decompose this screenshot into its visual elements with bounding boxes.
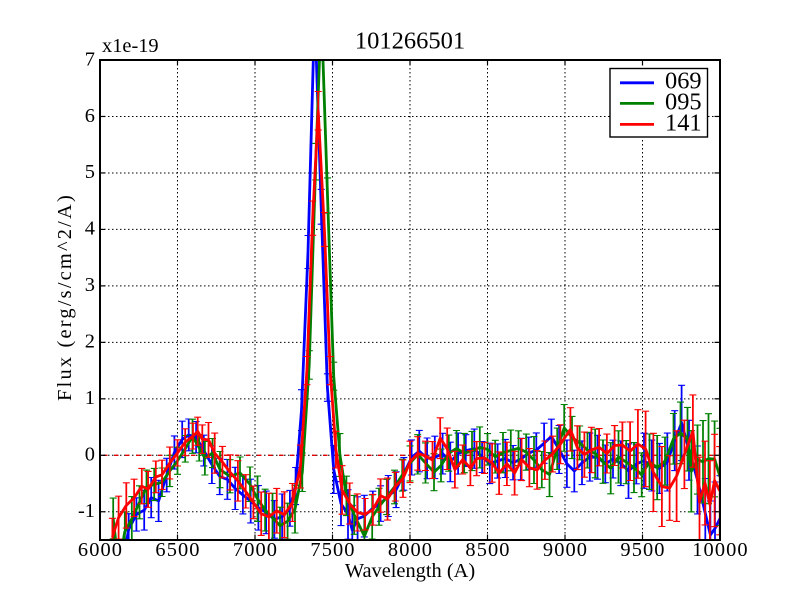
svg-text:0: 0 xyxy=(85,444,95,466)
svg-text:7: 7 xyxy=(85,48,95,70)
svg-text:1: 1 xyxy=(85,387,95,409)
svg-text:095: 095 xyxy=(665,88,702,115)
svg-text:069: 069 xyxy=(665,68,702,95)
svg-text:Flux (erg/s/cm^2/A): Flux (erg/s/cm^2/A) xyxy=(54,193,76,401)
svg-text:3: 3 xyxy=(85,274,95,296)
svg-text:9000: 9000 xyxy=(543,539,588,561)
svg-text:Wavelength (A): Wavelength (A) xyxy=(345,560,475,582)
svg-text:10000: 10000 xyxy=(692,539,748,561)
svg-text:4: 4 xyxy=(85,218,95,240)
svg-text:7500: 7500 xyxy=(310,539,355,561)
svg-text:101266501: 101266501 xyxy=(355,28,465,55)
svg-text:8500: 8500 xyxy=(465,539,510,561)
svg-text:-1: -1 xyxy=(78,500,95,522)
svg-text:7000: 7000 xyxy=(233,539,278,561)
svg-text:6000: 6000 xyxy=(78,539,123,561)
svg-text:6: 6 xyxy=(85,105,95,127)
svg-text:6500: 6500 xyxy=(155,539,200,561)
svg-text:2: 2 xyxy=(85,331,95,353)
svg-text:8000: 8000 xyxy=(388,539,433,561)
svg-text:141: 141 xyxy=(665,109,702,136)
svg-text:x1e-19: x1e-19 xyxy=(102,35,159,57)
svg-text:5: 5 xyxy=(85,161,95,183)
svg-text:9500: 9500 xyxy=(620,539,665,561)
